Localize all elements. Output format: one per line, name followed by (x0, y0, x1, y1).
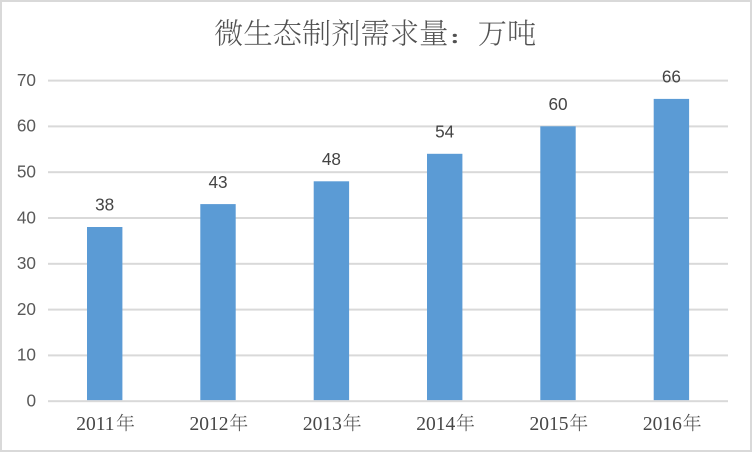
svg-text:43: 43 (208, 172, 227, 192)
svg-text:66: 66 (662, 67, 681, 87)
svg-text:54: 54 (435, 122, 455, 142)
svg-text:60: 60 (548, 94, 567, 114)
svg-text:2012: 2012 (190, 414, 229, 435)
svg-text:10: 10 (17, 345, 36, 365)
svg-text:2015: 2015 (530, 414, 569, 435)
svg-text:40: 40 (17, 207, 36, 227)
svg-text:2016: 2016 (643, 414, 682, 435)
svg-text:0: 0 (26, 391, 36, 411)
svg-text:2013: 2013 (303, 414, 342, 435)
svg-text:50: 50 (17, 162, 36, 182)
svg-text:20: 20 (17, 299, 36, 319)
svg-text:60: 60 (17, 116, 36, 136)
svg-text:2014: 2014 (416, 414, 455, 435)
svg-text:30: 30 (17, 253, 36, 273)
svg-text:38: 38 (95, 195, 114, 215)
svg-text:70: 70 (17, 70, 36, 90)
svg-text:48: 48 (322, 149, 341, 169)
svg-text:2011: 2011 (76, 414, 114, 435)
